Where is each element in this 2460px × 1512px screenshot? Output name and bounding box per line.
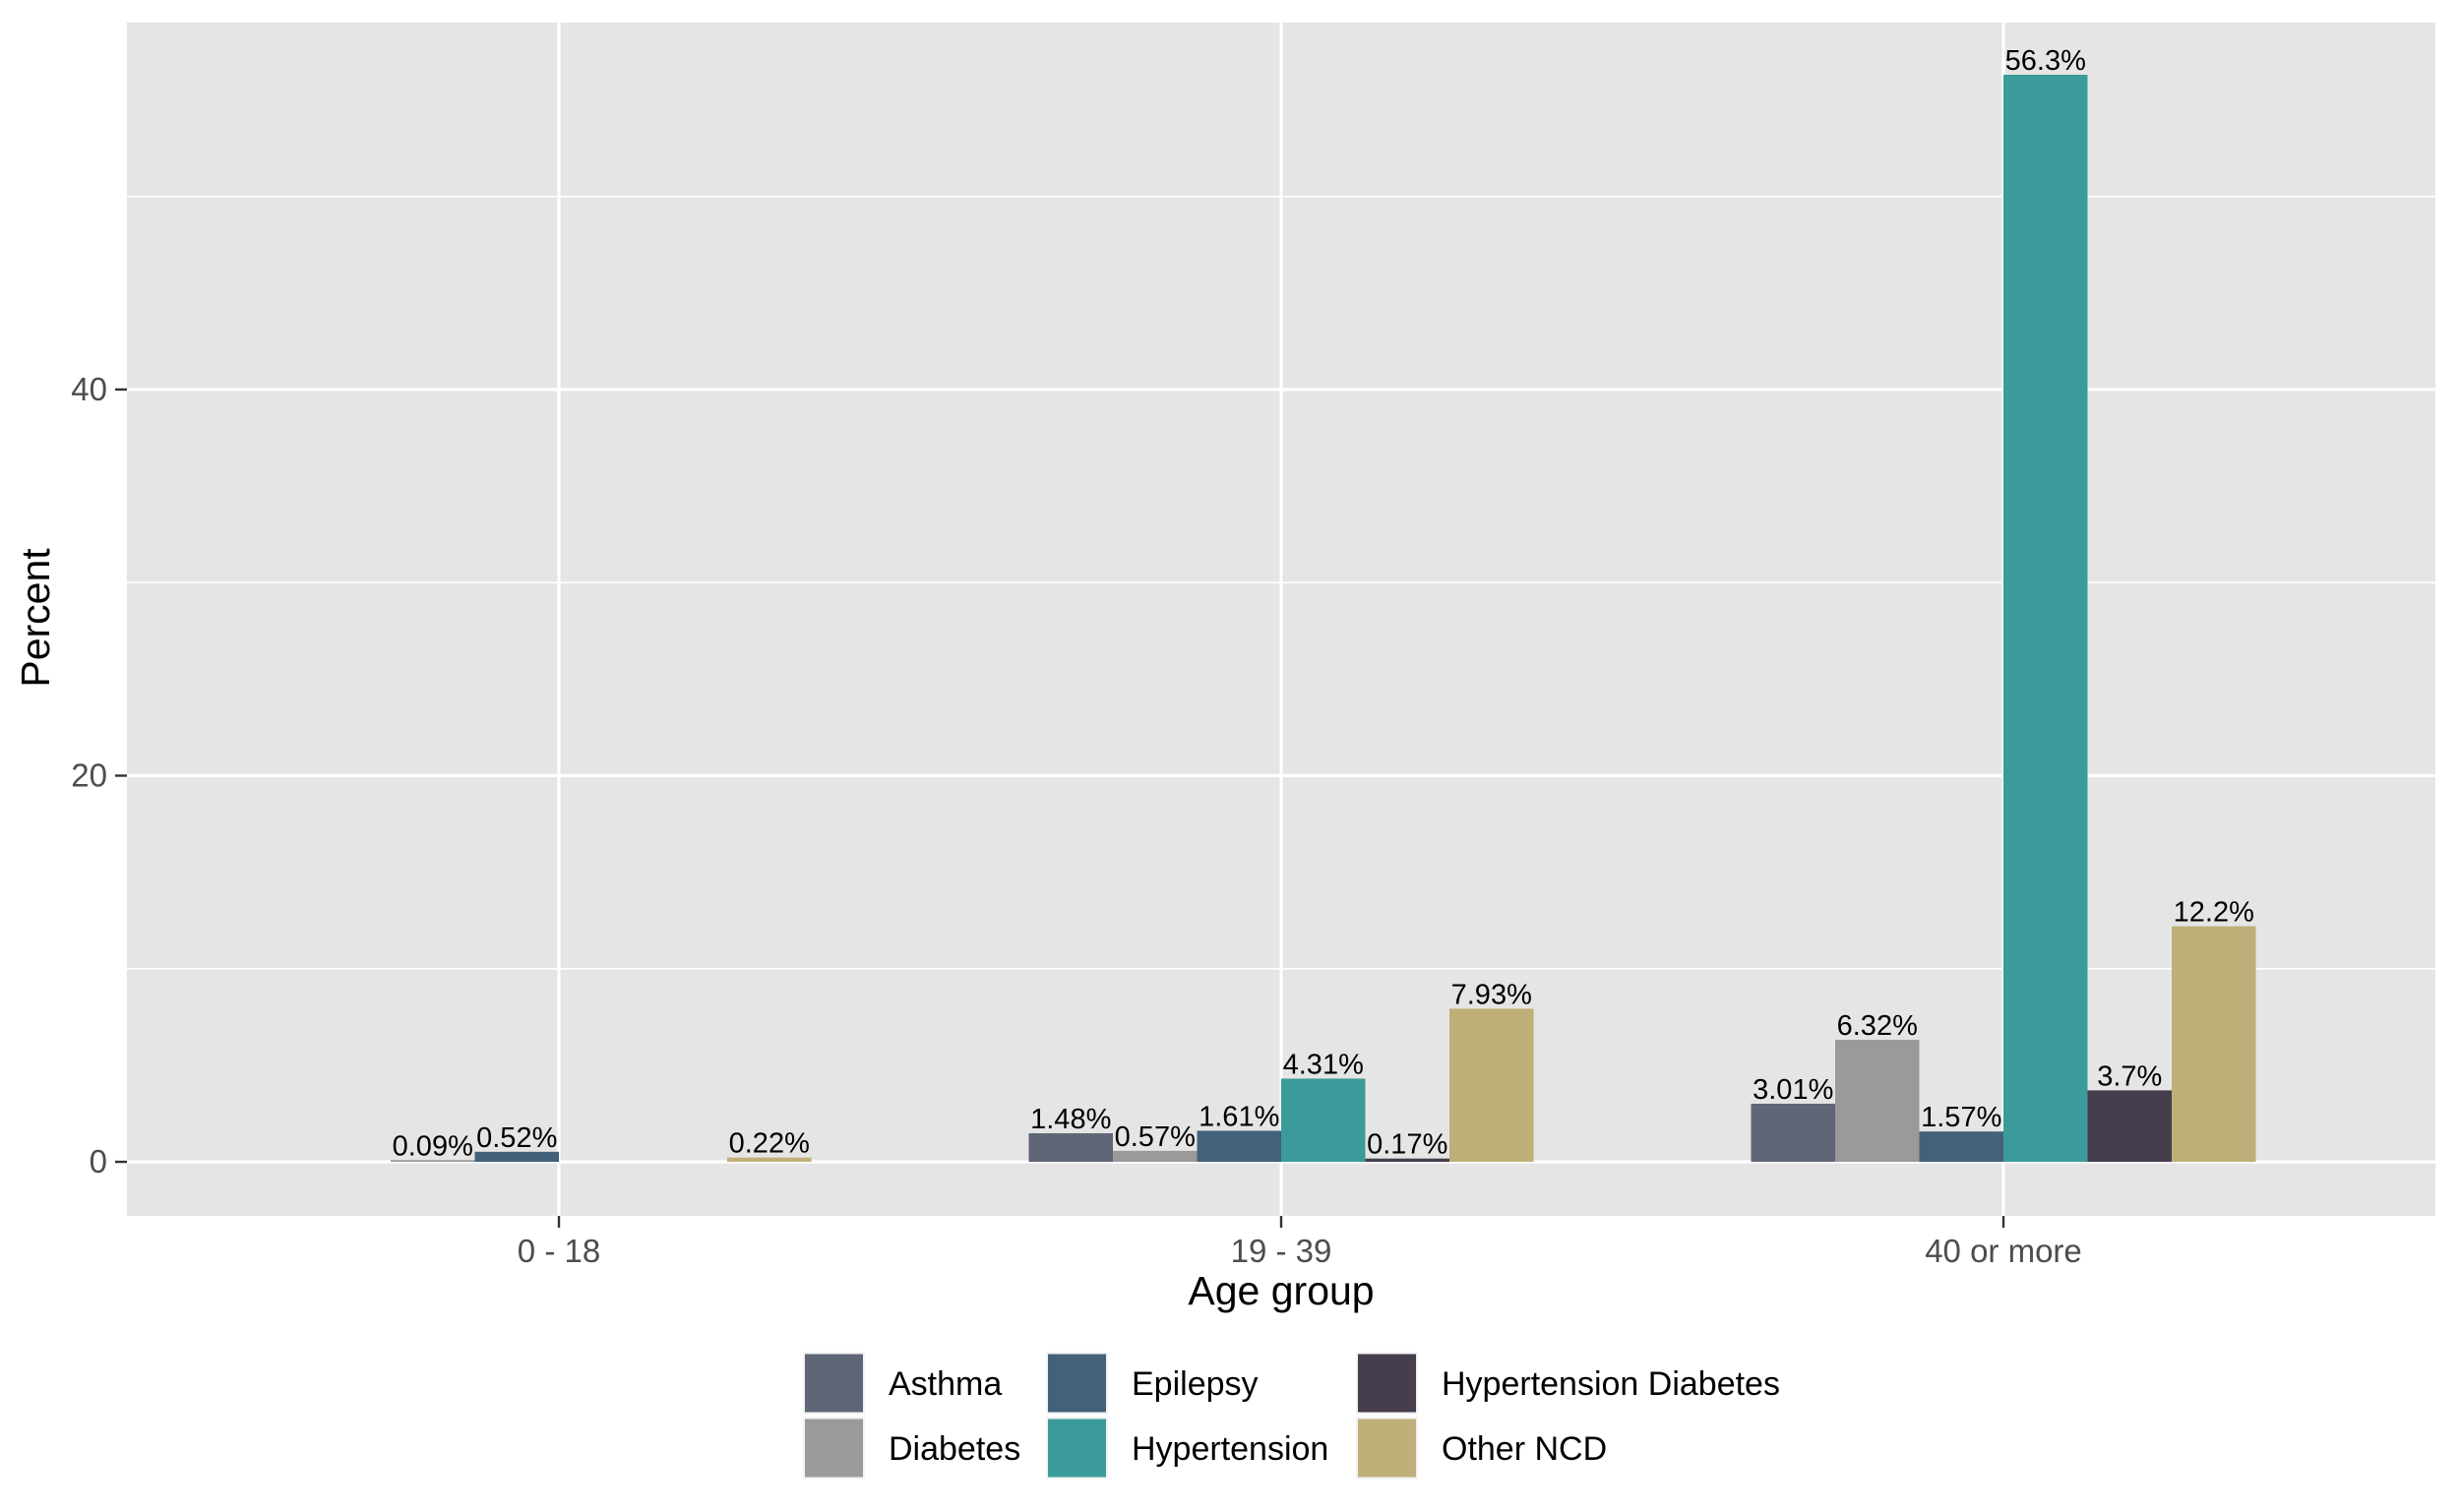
- legend-swatch: [1048, 1419, 1106, 1478]
- x-tick-label: 19 - 39: [1231, 1233, 1332, 1269]
- bar-other-ncd: [1449, 1008, 1534, 1163]
- legend-swatch: [1358, 1419, 1416, 1478]
- x-tick-label: 0 - 18: [518, 1233, 600, 1269]
- data-label: 3.01%: [1753, 1074, 1833, 1106]
- x-tick-label: 40 or more: [1925, 1233, 2082, 1269]
- bar-diabetes: [391, 1160, 475, 1163]
- bar-epilepsy: [474, 1151, 559, 1163]
- y-tick-label: 0: [90, 1143, 107, 1179]
- x-axis: 0 - 18 19 - 39 40 or more: [518, 1216, 2082, 1269]
- legend-swatch: [1358, 1354, 1416, 1413]
- bar-diabetes: [1835, 1039, 1920, 1163]
- data-label: 1.61%: [1199, 1101, 1279, 1132]
- legend: Asthma Diabetes Epilepsy Hypertension Hypert…: [803, 1352, 1780, 1480]
- legend-item-hypertension-diabetes: Hypertension Diabetes: [1356, 1352, 1780, 1415]
- y-axis-title: Percent: [13, 548, 58, 688]
- bar-hypertension-diabetes: [1365, 1158, 1449, 1163]
- data-label: 1.48%: [1030, 1104, 1111, 1135]
- data-label: 0.09%: [393, 1130, 473, 1162]
- bar-hypertension-diabetes: [2087, 1090, 2172, 1163]
- bar-hypertension: [1281, 1078, 1366, 1163]
- x-axis-title: Age group: [1188, 1268, 1374, 1313]
- y-tick-label: 20: [71, 756, 107, 793]
- legend-item-hypertension: Hypertension: [1046, 1417, 1328, 1480]
- legend-swatch: [1048, 1354, 1106, 1413]
- legend-label: Hypertension Diabetes: [1442, 1365, 1780, 1403]
- legend-label: Hypertension: [1132, 1430, 1328, 1468]
- data-label: 1.57%: [1921, 1102, 2001, 1133]
- legend-item-epilepsy: Epilepsy: [1046, 1352, 1259, 1415]
- bar-epilepsy: [1197, 1130, 1281, 1163]
- bar-asthma: [1751, 1103, 1835, 1163]
- bar-diabetes: [1113, 1150, 1198, 1163]
- y-tick-label: 40: [71, 371, 107, 407]
- bar-asthma: [1028, 1132, 1113, 1163]
- bar-other-ncd: [727, 1157, 812, 1163]
- legend-swatch: [805, 1419, 863, 1478]
- data-label: 0.22%: [729, 1128, 810, 1160]
- data-label: 7.93%: [1451, 979, 1532, 1010]
- data-label: 12.2%: [2174, 897, 2254, 929]
- legend-label: Epilepsy: [1132, 1365, 1259, 1403]
- legend-item-other-ncd: Other NCD: [1356, 1417, 1607, 1480]
- bar-epilepsy: [1919, 1131, 2003, 1163]
- legend-item-asthma: Asthma: [803, 1352, 1002, 1415]
- bar-hypertension: [2003, 74, 2088, 1163]
- legend-label: Asthma: [889, 1365, 1002, 1403]
- bars: [391, 74, 2256, 1163]
- data-label: 56.3%: [2005, 45, 2086, 77]
- legend-label: Other NCD: [1442, 1430, 1607, 1468]
- bar-other-ncd: [2172, 926, 2256, 1163]
- data-label: 0.17%: [1367, 1129, 1447, 1161]
- data-label: 0.52%: [476, 1122, 557, 1154]
- y-axis: 0 20 40: [71, 371, 127, 1179]
- data-label: 0.57%: [1115, 1121, 1196, 1153]
- data-label: 6.32%: [1837, 1010, 1918, 1042]
- data-labels: 0.09% 0.52% 0.22% 1.48%0.57%1.61%4.31% 0.17%…: [393, 45, 2254, 1162]
- data-label: 3.7%: [2097, 1060, 2162, 1092]
- data-label: 4.31%: [1283, 1049, 1364, 1080]
- legend-swatch: [805, 1354, 863, 1413]
- legend-label: Diabetes: [889, 1430, 1020, 1468]
- legend-item-diabetes: Diabetes: [803, 1417, 1020, 1480]
